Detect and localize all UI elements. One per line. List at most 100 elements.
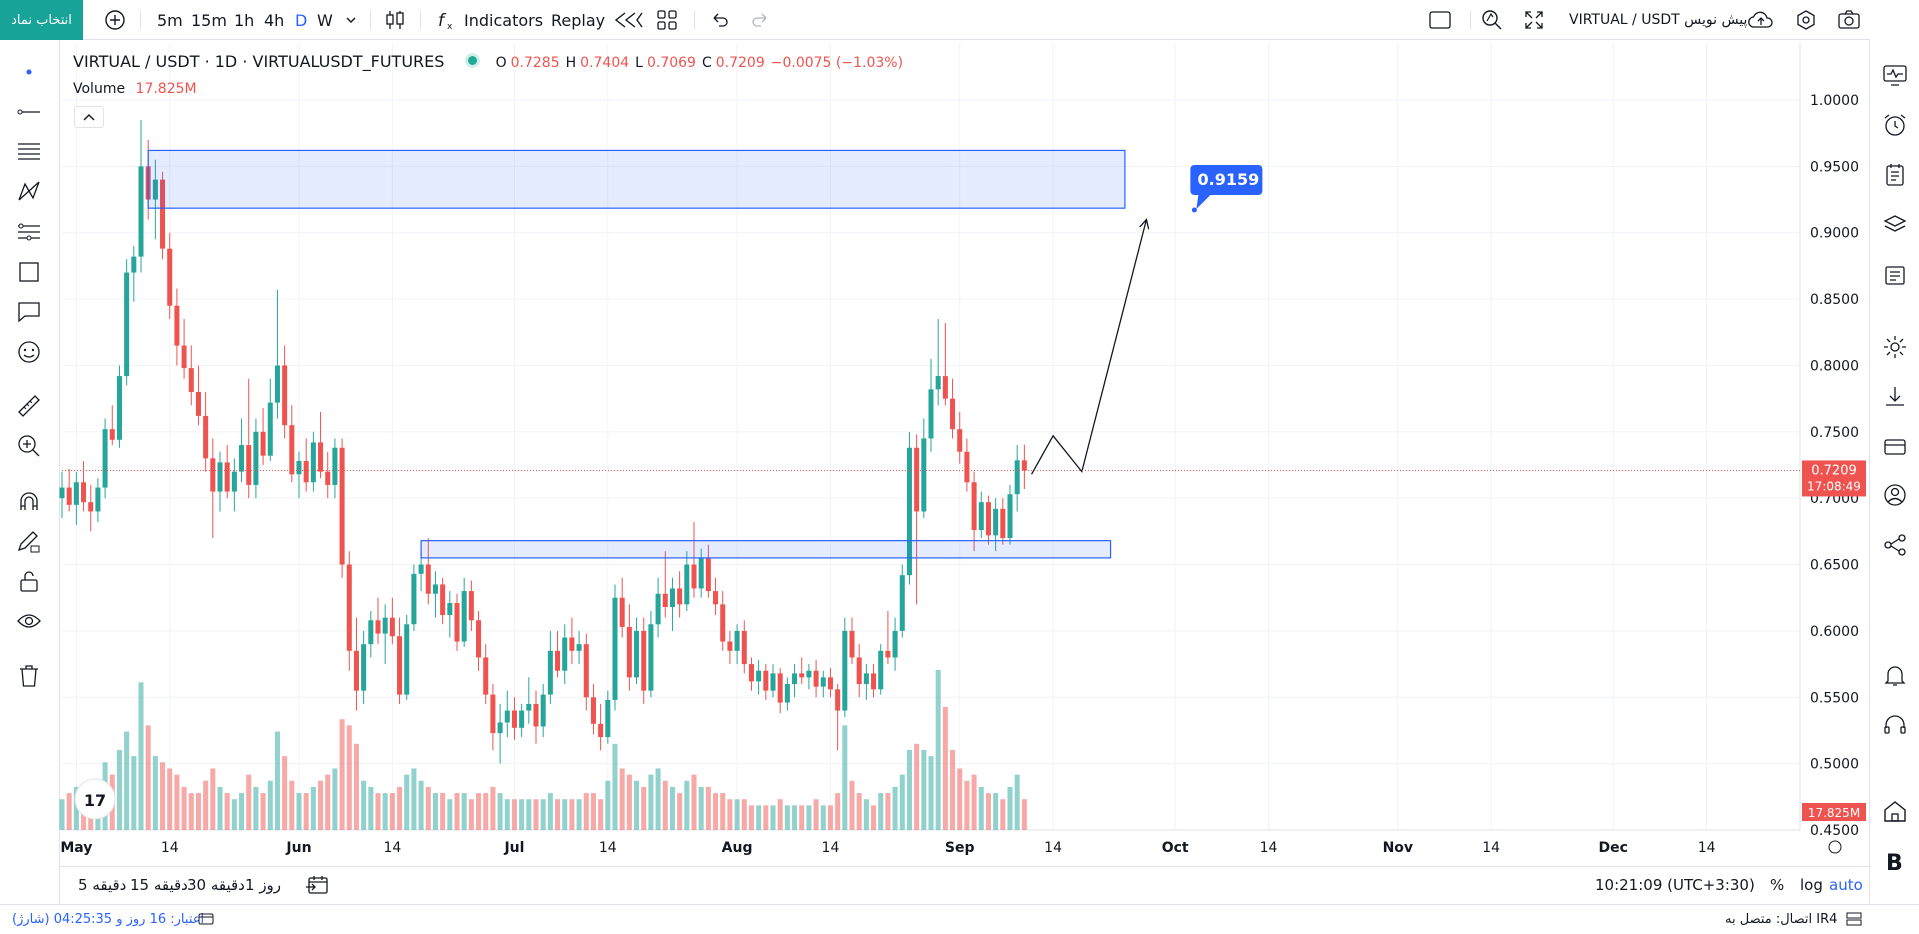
candle-body [957,429,963,452]
volume-bar [734,799,740,830]
add-symbol-button[interactable] [103,0,127,40]
volume-bar [583,793,589,830]
range-30min[interactable]: 30 دقیقه [187,876,245,894]
auto-scale-toggle[interactable]: auto [1829,876,1863,894]
expand-button[interactable] [1523,0,1545,40]
legend-collapse-button[interactable] [74,106,104,128]
candle-body [267,402,273,456]
svg-text:f: f [438,11,447,31]
brand-button[interactable]: B [1882,848,1908,876]
candle-body [799,673,805,678]
volume-bar [576,799,582,830]
zoom-tool[interactable] [15,432,43,460]
volume-bar [224,793,230,830]
candle-body [519,710,525,728]
undo-button[interactable] [708,0,730,40]
volume-bar [504,799,510,830]
chart-title[interactable]: VIRTUAL / USDT پیش نویس [1569,12,1748,28]
clock-timezone[interactable]: 10:21:09 (UTC+3:30) [1595,876,1755,894]
trend-line-tool[interactable] [15,98,43,126]
screenshot-button[interactable] [1837,0,1861,40]
volume-bar [59,799,65,830]
redo-icon [752,13,767,27]
percent-scale-toggle[interactable]: % [1770,876,1785,894]
projection-tool[interactable] [15,218,43,246]
subscription-button[interactable] [1882,434,1908,460]
lock-tool[interactable] [15,568,43,596]
credit-status[interactable]: اعتبار: 16 روز و 04:25:35 (شارژ) [12,912,205,927]
range-15min[interactable]: 15 دقیقه [130,876,188,894]
headset-icon [1884,715,1906,734]
measure-tool[interactable] [15,392,43,420]
volume-bar [382,793,388,830]
quick-search-button[interactable] [1480,0,1504,40]
list-icon [1885,266,1905,285]
cursor-tool[interactable] [15,58,43,86]
pencil-lock-icon [17,531,40,553]
go-to-date-button[interactable] [305,873,331,901]
range-5min[interactable]: 5 دقیقه [78,876,127,894]
volume-bar [138,682,144,830]
cloud-save-button[interactable] [1747,0,1775,40]
data-window-button[interactable] [1882,262,1908,288]
remove-drawings-tool[interactable] [15,662,43,690]
profile-button[interactable] [1882,482,1908,508]
square-icon [1429,11,1451,29]
download-button[interactable] [1882,384,1908,410]
alerts-button[interactable] [1882,112,1908,138]
shapes-tool[interactable] [15,258,43,286]
interval-4h[interactable]: 4h [264,10,285,30]
legend-symbol[interactable]: VIRTUAL / USDT · 1D · VIRTUALUSDT_FUTURE… [73,52,445,71]
settings-button[interactable] [1795,0,1817,40]
volume-bar [569,799,575,830]
notifications-button[interactable] [1882,662,1908,688]
range-1day[interactable]: 1 روز [245,876,282,894]
candle-body [260,431,266,456]
fib-tool[interactable] [15,138,43,166]
watchlist-button[interactable] [1882,62,1908,88]
notes-button[interactable] [1882,162,1908,188]
chart-settings-button[interactable] [1882,334,1908,360]
volume-bar [318,780,324,830]
fullscreen-toggle-button[interactable] [1428,0,1452,40]
visibility-tool[interactable] [15,608,43,636]
icons-tool[interactable] [15,338,43,366]
support-button[interactable] [1882,712,1908,738]
magnet-tool[interactable] [15,488,43,516]
candle-body [806,670,812,678]
object-tree-button[interactable] [1882,212,1908,238]
volume-bar [296,793,302,830]
pattern-tool[interactable] [15,178,43,206]
chart-type-button[interactable] [384,0,406,40]
time-tick-label: Jul [503,840,524,856]
volume-bar [590,793,596,830]
candle-body [303,461,309,483]
interval-15m[interactable]: 15m [191,10,227,30]
interval-5m[interactable]: 5m [157,10,183,30]
time-tick-label: May [60,840,92,856]
drawing-mode-tool[interactable] [15,528,43,556]
interval-dropdown[interactable] [345,0,357,40]
layouts-button[interactable] [656,0,678,40]
divider [370,10,371,30]
magnifier-plus-icon [1482,10,1502,30]
interval-w[interactable]: W [317,10,333,30]
volume-bar [921,750,927,830]
interval-d[interactable]: D [295,10,308,30]
interval-1h[interactable]: 1h [234,10,255,30]
symbol-search-button[interactable]: انتخاب نماد [0,0,83,40]
replay-button[interactable]: Replay [551,0,643,40]
home-button[interactable] [1882,798,1908,824]
annotation-tool[interactable] [15,298,43,326]
chart-canvas[interactable]: 1.0000 0.9500 0.9000 0.8500 0.8000 0.7500 0.70… [0,0,1869,864]
candle-body [432,584,438,594]
share-button[interactable] [1882,532,1908,558]
redo-button[interactable] [750,0,772,40]
volume-bar [942,706,948,830]
dot-cursor-icon [26,69,32,75]
volume-bar [835,793,841,830]
log-scale-toggle[interactable]: log [1800,876,1823,894]
candle-body [928,389,934,439]
